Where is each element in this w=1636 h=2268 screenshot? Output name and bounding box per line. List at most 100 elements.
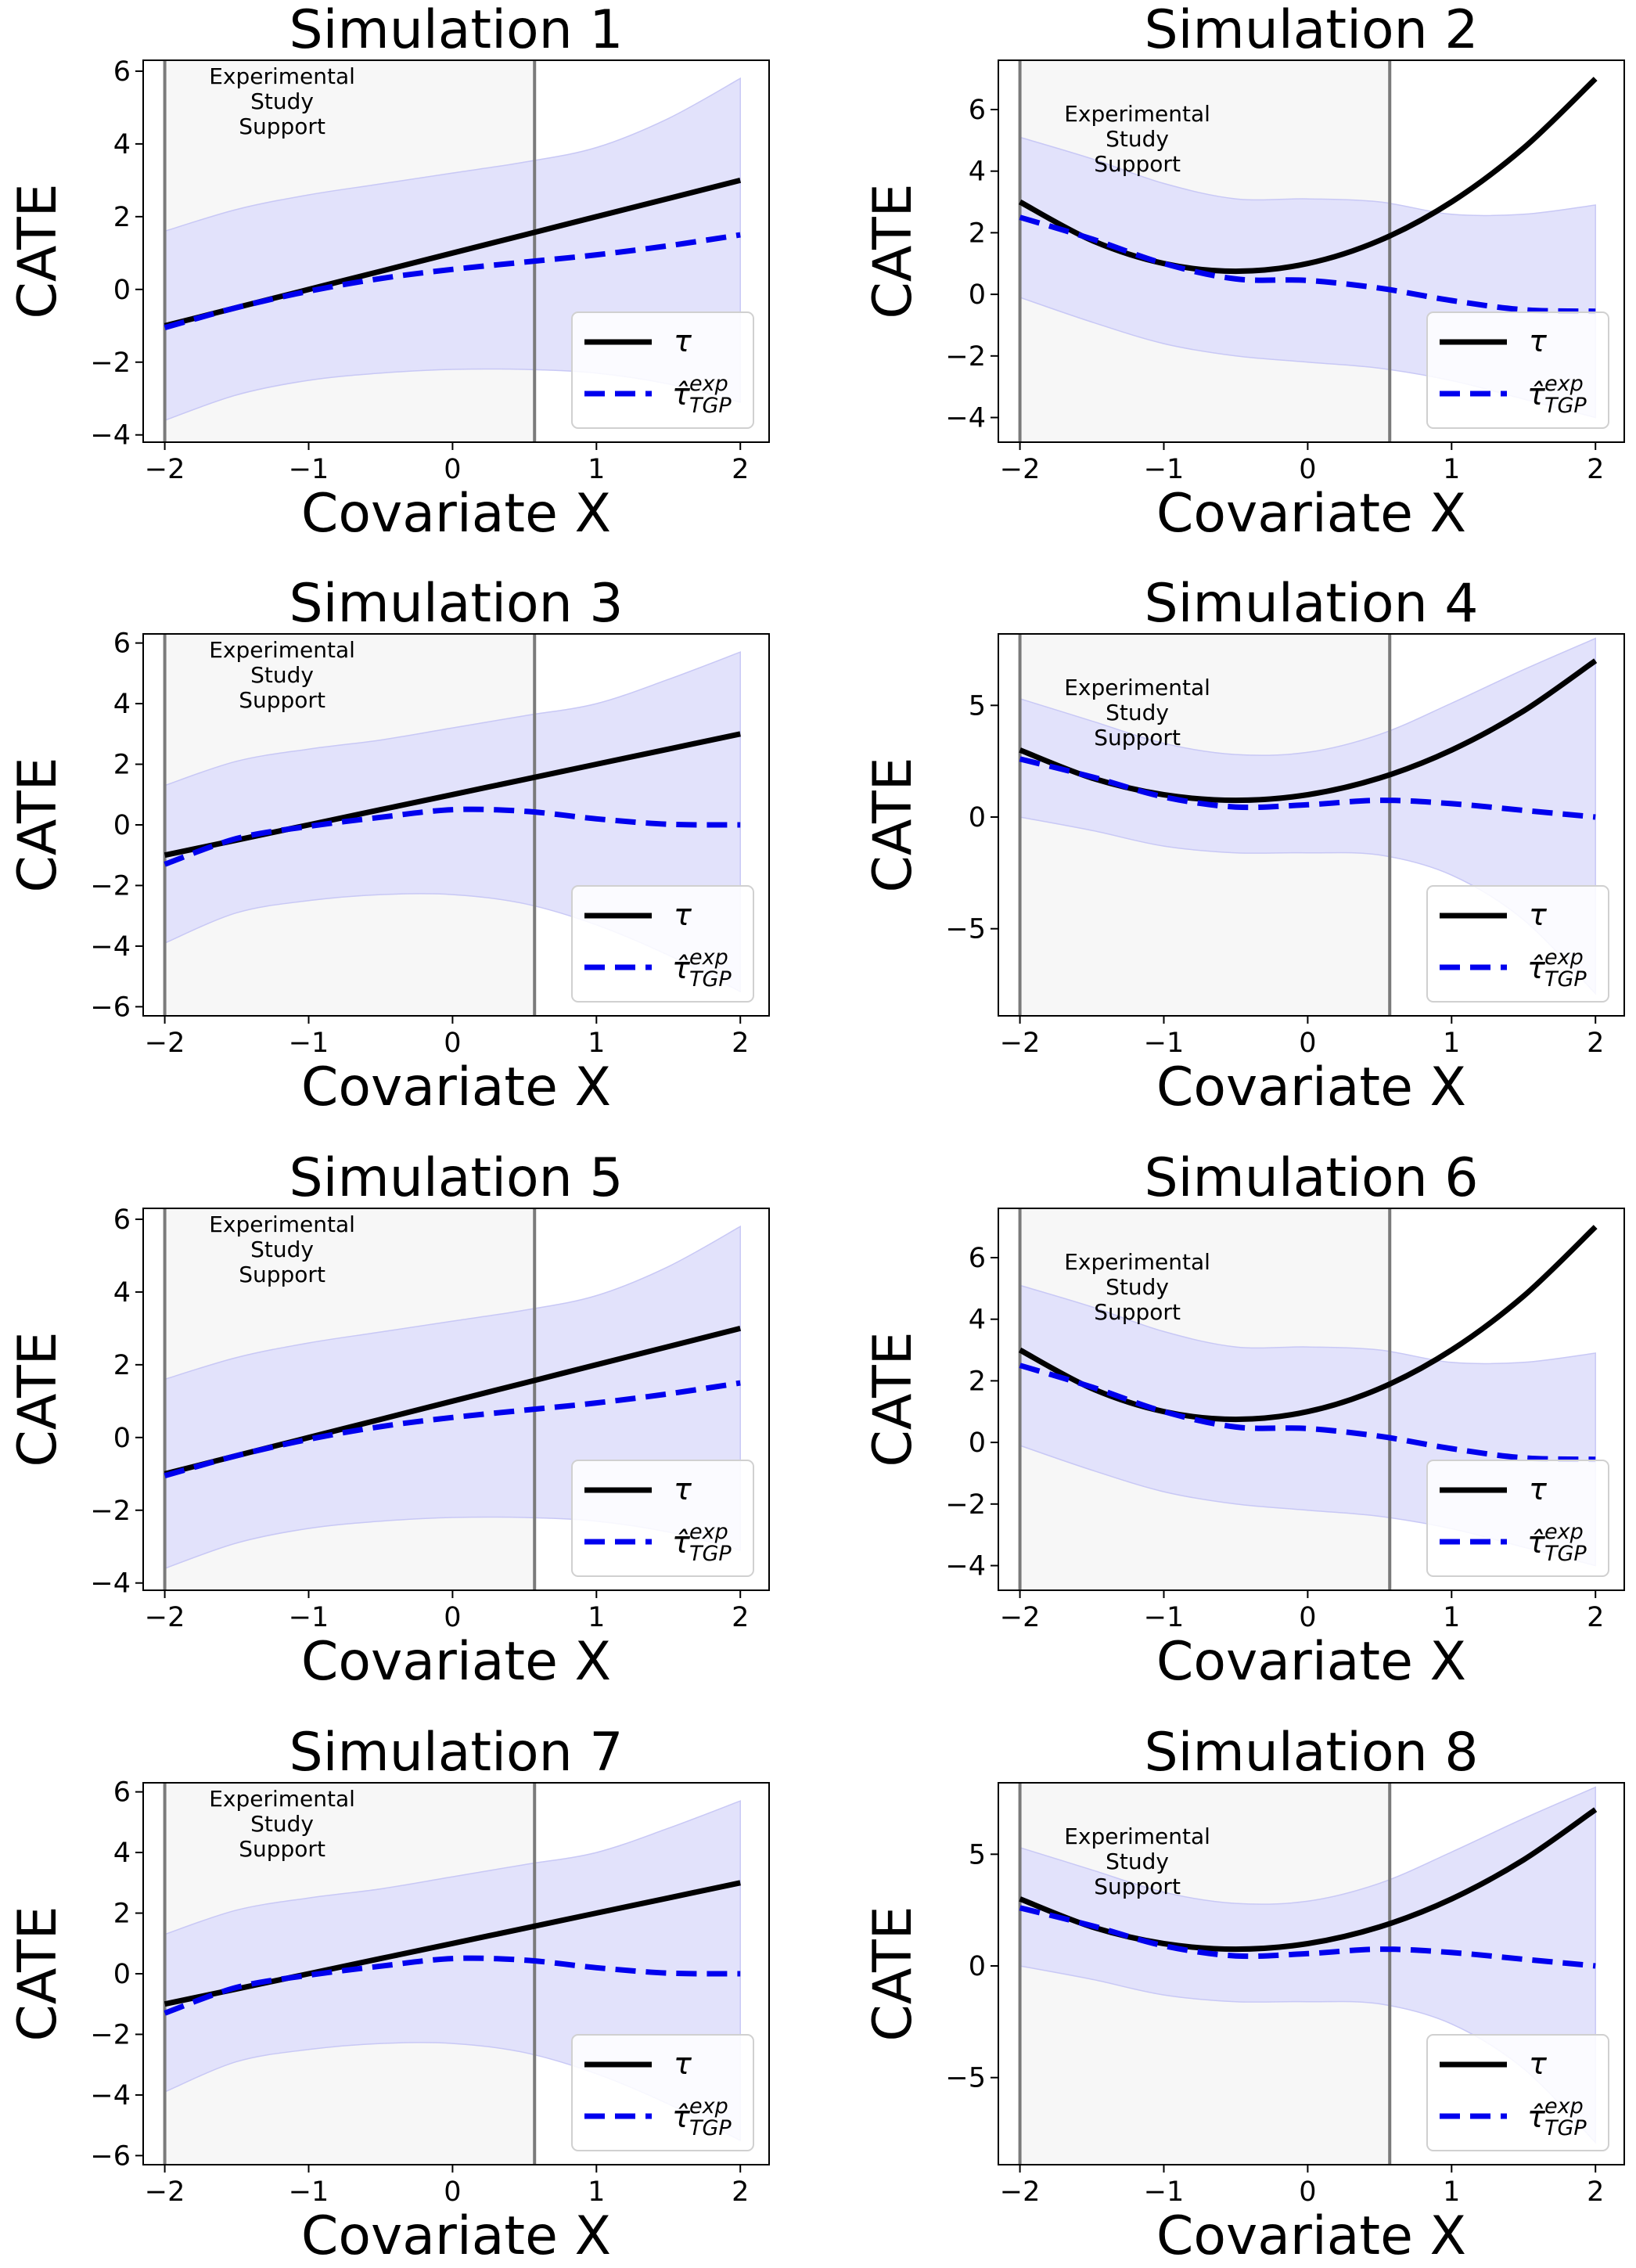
support-label-line: Support xyxy=(239,1836,325,1862)
y-tick-label: 5 xyxy=(969,690,986,722)
x-tick-label: 2 xyxy=(1587,2176,1604,2208)
legend-label-tau: τ xyxy=(674,324,692,358)
support-label-line: Study xyxy=(250,662,314,688)
y-axis-label: CATE xyxy=(862,1906,924,2041)
y-tick-label: 6 xyxy=(969,1243,986,1274)
axes-frame xyxy=(998,1208,1625,1591)
x-tick-label: 0 xyxy=(1299,1602,1316,1633)
series-line-tau-hat xyxy=(164,232,741,330)
chart-title: Simulation 1 xyxy=(289,0,623,61)
support-label-line: Study xyxy=(1106,1849,1169,1874)
x-tick-label: −1 xyxy=(289,2176,329,2208)
support-label-line: Support xyxy=(239,687,325,713)
legend-superscript: exp xyxy=(1544,372,1584,396)
legend-superscript: exp xyxy=(1544,2094,1584,2119)
legend-label-tau: τ xyxy=(674,898,692,932)
support-label-line: Support xyxy=(1094,725,1181,751)
x-tick-label: 0 xyxy=(1299,2176,1316,2208)
y-axis-label: CATE xyxy=(7,1331,69,1467)
x-tick-label: −2 xyxy=(1000,2176,1041,2208)
x-tick-label: 0 xyxy=(444,1028,461,1059)
y-axis-label: CATE xyxy=(7,183,69,319)
axes-frame xyxy=(142,1208,770,1591)
x-tick-label: −2 xyxy=(1000,1028,1041,1059)
y-axis-label: CATE xyxy=(7,757,69,892)
y-tick-label: 6 xyxy=(113,56,131,88)
series-line-tau-hat xyxy=(164,806,741,867)
y-tick-label: 0 xyxy=(969,1427,986,1459)
axes-frame xyxy=(142,59,770,443)
x-tick-label: 0 xyxy=(1299,454,1316,485)
x-tick-label: −2 xyxy=(145,1028,185,1059)
x-tick-label: 0 xyxy=(1299,1028,1316,1059)
chart-title: Simulation 3 xyxy=(289,573,623,635)
chart-title: Simulation 8 xyxy=(1144,1722,1478,1784)
x-axis-label: Covariate X xyxy=(301,483,611,545)
support-label-line: Experimental xyxy=(1064,1823,1210,1849)
chart-title: Simulation 4 xyxy=(1144,573,1478,635)
legend-superscript: exp xyxy=(1544,1520,1584,1544)
x-axis-label: Covariate X xyxy=(1156,2205,1466,2267)
series-line-tau-hat xyxy=(1019,214,1596,315)
legend-label-tau: τ xyxy=(674,2047,692,2081)
x-tick-label: −1 xyxy=(1144,1028,1185,1059)
support-label-line: Study xyxy=(1106,126,1169,152)
chart-title: Simulation 6 xyxy=(1144,1147,1478,1209)
series-line-tau-hat xyxy=(1019,1905,1596,1969)
y-tick-label: −2 xyxy=(90,347,131,379)
y-tick-label: −6 xyxy=(90,2140,131,2172)
legend-label-tau-hat: τ̂ xyxy=(672,1525,691,1560)
x-axis-label: Covariate X xyxy=(301,1057,611,1118)
y-axis-label: CATE xyxy=(7,1906,69,2041)
y-tick-label: 4 xyxy=(113,689,131,720)
support-label-line: Experimental xyxy=(209,637,355,663)
y-tick-label: −5 xyxy=(945,2063,986,2094)
y-tick-label: −4 xyxy=(90,2080,131,2111)
x-tick-label: 1 xyxy=(1443,1028,1460,1059)
axes-frame xyxy=(998,59,1625,443)
support-label-line: Study xyxy=(1106,1274,1169,1300)
x-tick-label: −1 xyxy=(1144,1602,1185,1633)
x-tick-label: 2 xyxy=(1587,1602,1604,1633)
x-axis-label: Covariate X xyxy=(301,1631,611,1693)
y-tick-label: 0 xyxy=(113,810,131,841)
support-label-line: Study xyxy=(250,88,314,114)
x-tick-label: −2 xyxy=(145,1602,185,1633)
y-tick-label: 4 xyxy=(969,1305,986,1336)
y-tick-label: −2 xyxy=(90,870,131,902)
x-tick-label: −2 xyxy=(1000,454,1041,485)
series-line-tau-hat xyxy=(164,1380,741,1478)
y-tick-label: 2 xyxy=(113,202,131,233)
y-tick-label: −4 xyxy=(945,403,986,434)
y-tick-label: −6 xyxy=(90,992,131,1023)
legend-label-tau-hat: τ̂ xyxy=(672,951,691,985)
x-tick-label: 2 xyxy=(732,1602,749,1633)
x-tick-label: 1 xyxy=(588,2176,605,2208)
support-label-line: Support xyxy=(239,1262,325,1287)
y-tick-label: 0 xyxy=(113,1423,131,1454)
y-tick-label: −2 xyxy=(945,341,986,373)
x-tick-label: 0 xyxy=(444,1602,461,1633)
y-tick-label: 2 xyxy=(969,1366,986,1397)
x-tick-label: −1 xyxy=(289,1028,329,1059)
legend-superscript: exp xyxy=(689,1520,728,1544)
legend-label-tau: τ xyxy=(674,1472,692,1507)
legend-subscript: TGP xyxy=(689,967,732,992)
y-tick-label: −2 xyxy=(945,1489,986,1521)
x-tick-label: 2 xyxy=(1587,1028,1604,1059)
legend-subscript: TGP xyxy=(689,2116,732,2140)
series-line-tau-hat xyxy=(1019,1363,1596,1463)
x-tick-label: −1 xyxy=(289,454,329,485)
x-tick-label: 1 xyxy=(588,1602,605,1633)
support-label-line: Support xyxy=(239,113,325,139)
legend-label-tau: τ xyxy=(1529,2047,1548,2081)
legend-subscript: TGP xyxy=(1544,394,1587,418)
